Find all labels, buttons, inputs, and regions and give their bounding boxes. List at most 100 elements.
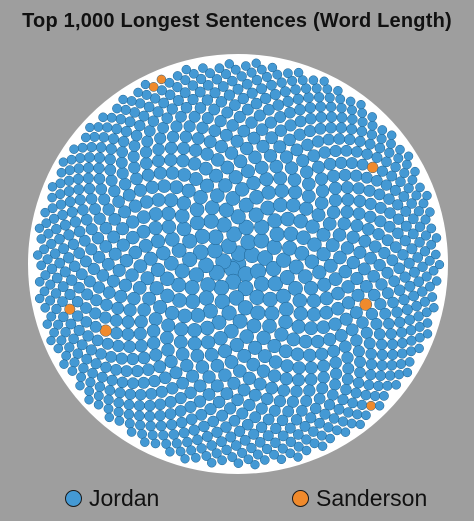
bubble-jordan <box>133 327 147 341</box>
bubble-jordan <box>341 351 354 364</box>
bubble-jordan <box>287 172 302 187</box>
bubble-jordan <box>160 331 174 345</box>
bubble-jordan <box>64 196 76 208</box>
bubble-jordan <box>248 150 262 165</box>
bubble-jordan <box>59 359 69 369</box>
bubble-jordan <box>420 230 432 241</box>
bubble-jordan <box>419 296 430 307</box>
bubble-jordan <box>143 125 156 137</box>
bubble-jordan <box>65 318 77 330</box>
bubble-jordan <box>250 305 266 321</box>
bubble-jordan <box>210 379 224 393</box>
bubble-jordan <box>414 237 425 248</box>
bubble-jordan <box>125 268 139 282</box>
bubble-jordan <box>73 163 85 174</box>
bubble-jordan <box>317 277 332 292</box>
bubble-jordan <box>132 281 147 295</box>
bubble-jordan <box>36 234 47 244</box>
bubble-jordan <box>43 228 54 239</box>
bubble-jordan <box>367 288 381 302</box>
bubble-jordan <box>175 446 186 457</box>
bubble-jordan <box>262 103 275 116</box>
bubble-jordan <box>315 101 327 113</box>
bubble-jordan <box>211 74 223 85</box>
legend-item-sanderson: Sanderson <box>292 485 427 511</box>
bubble-jordan <box>140 79 151 90</box>
bubble-jordan <box>92 281 106 294</box>
bubble-jordan <box>169 180 184 195</box>
bubble-jordan <box>188 68 199 79</box>
bubble-jordan <box>196 121 209 135</box>
bubble-jordan <box>312 265 327 280</box>
bubble-jordan <box>80 316 93 328</box>
bubble-jordan <box>283 133 296 147</box>
bubble-jordan <box>126 96 137 106</box>
bubble-jordan <box>69 144 79 154</box>
bubble-jordan <box>328 272 343 287</box>
bubble-jordan <box>175 208 190 224</box>
bubble-jordan <box>206 458 217 468</box>
bubble-jordan <box>201 112 214 125</box>
bubble-jordan <box>304 102 316 114</box>
bubble-jordan <box>180 101 193 114</box>
bubble-jordan <box>133 183 147 197</box>
bubble-jordan <box>373 380 384 392</box>
bubble-jordan <box>263 149 278 163</box>
bubble-jordan <box>338 340 352 354</box>
bubble-jordan <box>84 152 95 163</box>
bubble-jordan <box>372 228 385 241</box>
bubble-jordan <box>42 319 53 329</box>
bubble-jordan <box>274 183 289 199</box>
bubble-jordan <box>164 153 178 167</box>
bubble-jordan <box>85 122 95 133</box>
bubble-jordan <box>253 377 267 391</box>
bubble-jordan <box>296 154 310 168</box>
bubble-jordan <box>143 251 158 266</box>
bubble-jordan <box>425 281 435 292</box>
bubble-jordan <box>93 122 104 132</box>
bubble-jordan <box>239 434 251 446</box>
bubble-jordan <box>304 254 320 269</box>
bubble-jordan <box>224 59 235 69</box>
bubble-jordan <box>133 87 143 98</box>
bubble-jordan <box>279 372 293 386</box>
bubble-jordan <box>297 269 313 284</box>
bubble-jordan <box>398 294 410 306</box>
bubble-jordan <box>417 261 428 272</box>
bubble-jordan <box>380 179 393 191</box>
bubble-jordan <box>95 142 107 153</box>
bubble-jordan <box>389 241 402 253</box>
bubble-jordan <box>241 78 253 90</box>
bubble-jordan <box>200 277 216 293</box>
bubble-jordan <box>358 234 372 248</box>
bubble-jordan <box>384 207 396 219</box>
bubble-jordan <box>273 395 287 408</box>
bubble-jordan <box>234 182 250 197</box>
bubble-jordan <box>285 436 297 448</box>
bubble-jordan <box>101 257 115 271</box>
bubble-jordan <box>55 199 67 210</box>
bubble-jordan <box>276 414 289 427</box>
bubble-jordan <box>375 278 388 291</box>
bubble-jordan <box>148 312 163 326</box>
bubble-jordan <box>352 207 366 220</box>
bubble-jordan <box>340 383 352 396</box>
bubble-jordan <box>40 270 51 281</box>
bubble-jordan <box>108 133 119 145</box>
bubble-jordan <box>198 63 208 73</box>
bubble-jordan <box>314 122 327 135</box>
bubble-jordan <box>58 311 69 323</box>
bubble-jordan <box>389 184 401 196</box>
bubble-jordan <box>367 269 381 283</box>
bubble-jordan <box>114 387 126 399</box>
bubble-jordan <box>303 125 317 138</box>
bubble-jordan <box>93 399 104 410</box>
bubble-jordan <box>233 425 246 437</box>
bubble-jordan <box>329 144 342 158</box>
bubble-jordan <box>218 178 233 193</box>
bubble-jordan <box>175 110 187 123</box>
bubble-jordan <box>212 395 226 409</box>
bubble-jordan <box>176 196 192 211</box>
bubble-jordan <box>286 332 301 347</box>
bubble-jordan <box>397 348 408 359</box>
